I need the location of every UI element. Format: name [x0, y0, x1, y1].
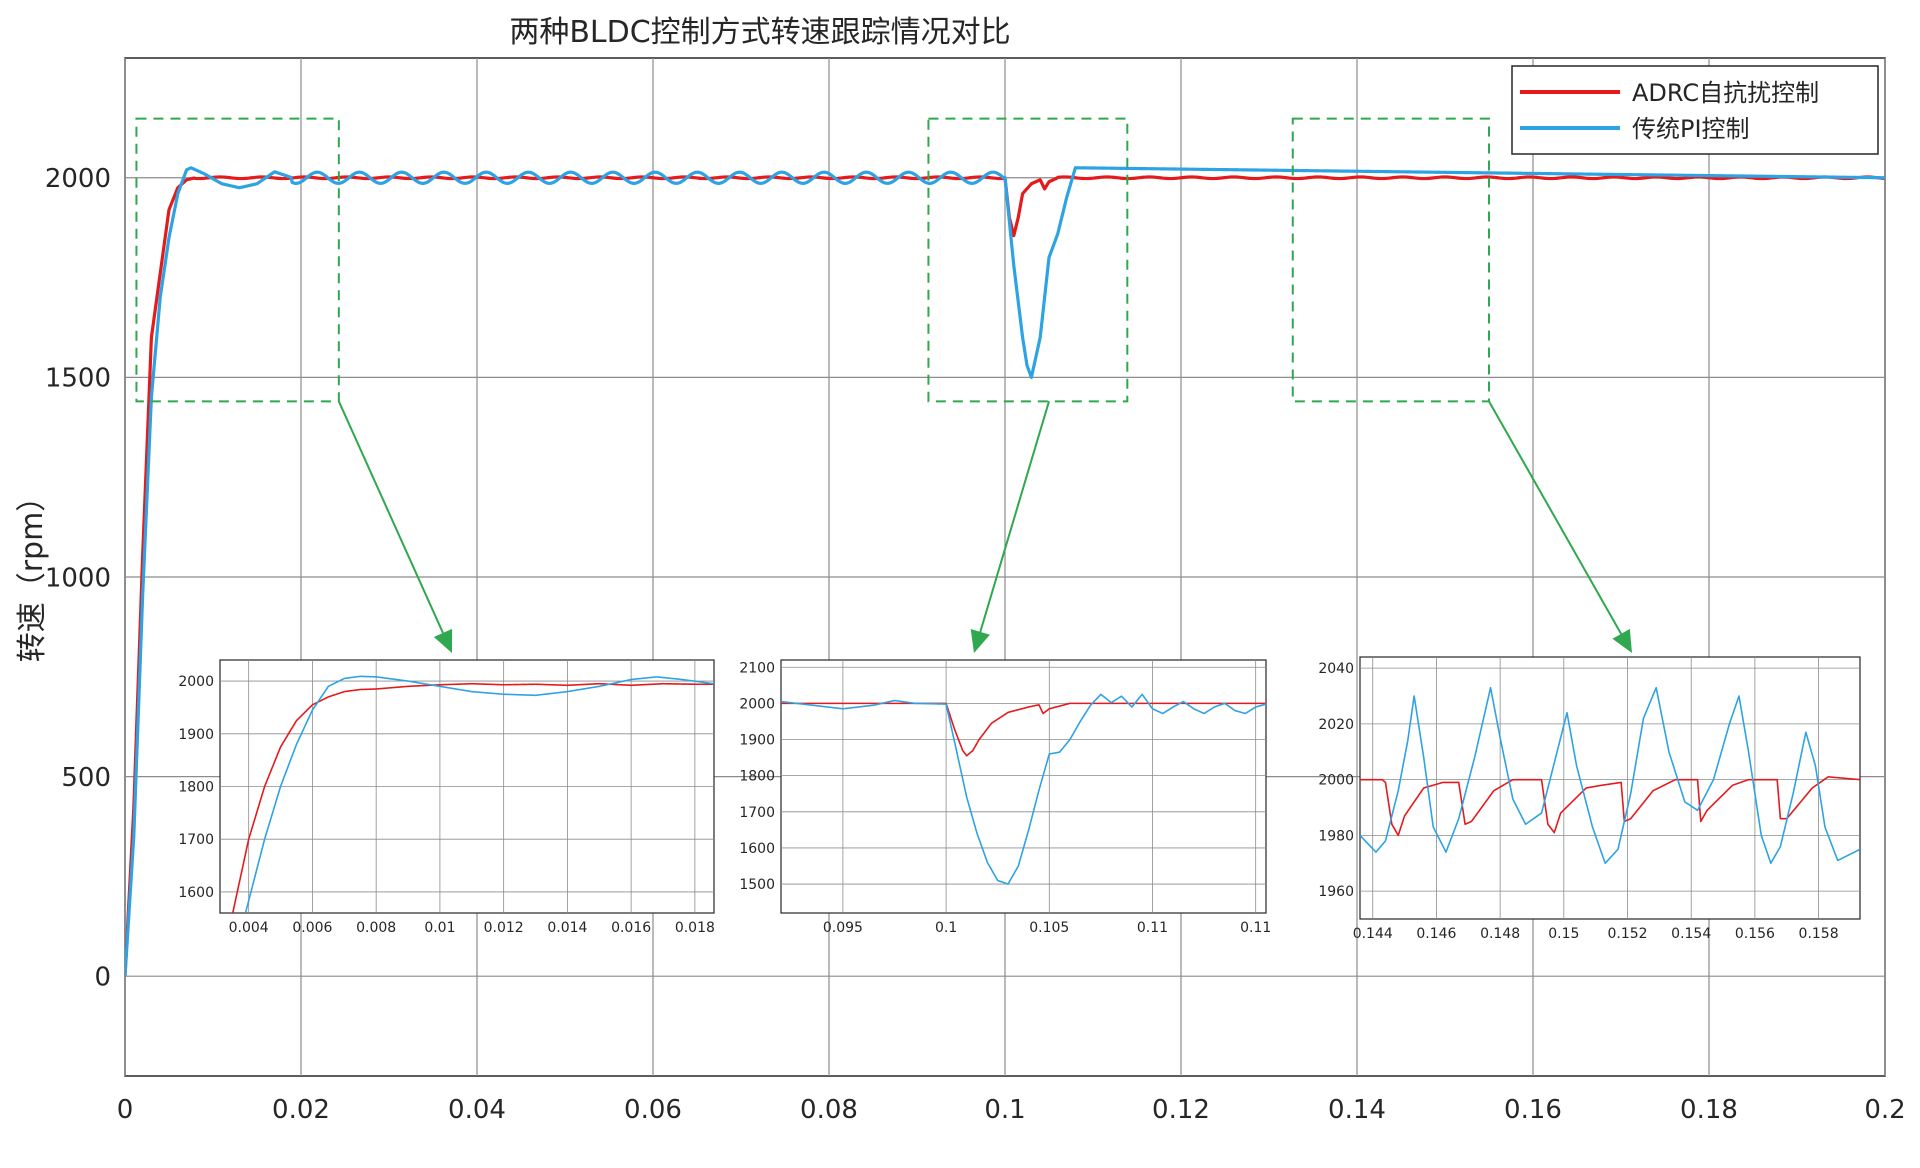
zoom-arrow-3: [1488, 400, 1623, 635]
zoom-3-series-line-adrc: [1360, 776, 1860, 837]
zoom-3-x-tick-label: 0.152: [1607, 926, 1647, 942]
main-x-tick-label: 0: [117, 1095, 134, 1125]
legend-label-pi: 传统PI控制: [1632, 115, 1750, 143]
zoom-1-x-tick-label: 0.006: [292, 920, 332, 936]
zoom-3-frame: [1359, 656, 1861, 920]
zoom-box-1: [135, 117, 340, 403]
zoom-2-x-tick-label: 0.095: [823, 920, 863, 936]
zoom-2-x-tick-label: 0.11: [1137, 920, 1168, 936]
zoom-1-x-tick-label: 0.008: [356, 920, 396, 936]
inset-zoom-disturbance: 0.095 0.1 0.105 0.11 0.11 1500 1600 1700 1800 190…: [739, 659, 1271, 936]
main-x-tick-label: 0.1: [984, 1095, 1025, 1125]
inset-zoom-startup: 0.004 0.006 0.008 0.01 0.012 0.014 0.016 0.018 1…: [178, 659, 715, 936]
zoom-1-x-tick-label: 0.016: [611, 920, 651, 936]
main-x-tick-label: 0.12: [1152, 1095, 1210, 1125]
legend-box: [1511, 65, 1879, 155]
zoom-box-2: [927, 117, 1129, 403]
zoom-3-y-tick-label: 1960: [1318, 884, 1354, 900]
zoom-3-series-line-pi: [1360, 686, 1860, 865]
main-y-tick-label: 1000: [45, 563, 111, 593]
zoom-3-x-tick-label: 0.154: [1671, 926, 1711, 942]
zoom-2-series: [781, 693, 1266, 885]
main-y-tick-label: 0: [94, 963, 111, 993]
zoom-3-y-tick-label: 1980: [1318, 828, 1354, 844]
zoom-1-y-tick-label: 1800: [178, 780, 214, 796]
zoom-2-x-tick-label: 0.11: [1240, 920, 1271, 936]
zoom-3-series: [1360, 686, 1860, 865]
main-x-tick-label: 0.06: [624, 1095, 682, 1125]
zoom-3-y-tick-label: 2040: [1318, 661, 1354, 677]
zoom-1-series-line-pi: [244, 675, 714, 913]
zoom-arrowhead-1: [433, 628, 453, 653]
zoom-3-x-tick-label: 0.144: [1353, 926, 1393, 942]
main-series: [125, 166, 1885, 977]
zoom-3-y-tick-label: 2000: [1318, 773, 1354, 789]
chart-title: 两种BLDC控制方式转速跟踪情况对比: [509, 15, 1010, 50]
zoom-1-x-tick-label: 0.018: [675, 920, 715, 936]
zoom-2-y-tick-label: 2100: [739, 660, 775, 676]
zoom-1-x-tick-label: 0.014: [547, 920, 587, 936]
main-x-tick-label: 0.14: [1328, 1095, 1386, 1125]
zoom-3-x-tick-label: 0.15: [1548, 926, 1579, 942]
main-y-tick-label: 500: [61, 763, 111, 793]
zoom-2-x-tick-label: 0.1: [935, 920, 957, 936]
zoom-2-series-line-pi: [781, 693, 1266, 885]
zoom-3-x-tick-label: 0.158: [1799, 926, 1839, 942]
zoom-1-y-tick-label: 1900: [178, 727, 214, 743]
main-x-tick-label: 0.2: [1864, 1095, 1905, 1125]
zoom-1-series: [231, 675, 714, 913]
main-x-tick-label: 0.04: [448, 1095, 506, 1125]
main-x-tick-label: 0.18: [1680, 1095, 1738, 1125]
zoom-3-y-tick-label: 2020: [1318, 717, 1354, 733]
y-axis-label: 转速（rpm）: [15, 482, 50, 663]
legend: ADRC自抗扰控制 传统PI控制: [1511, 65, 1879, 155]
zoom-1-y-tick-label: 1600: [178, 885, 214, 901]
main-plot-area: 0 0.02 0.04 0.06 0.08 0.1 0.12 0.14 0.16 0.18 0.2 0…: [45, 57, 1906, 1125]
zoom-1-series-line-adrc: [231, 682, 714, 913]
zoom-1-y-tick-label: 1700: [178, 832, 214, 848]
zoom-3-x-tick-label: 0.146: [1416, 926, 1456, 942]
main-x-tick-label: 0.08: [800, 1095, 858, 1125]
zoom-1-x-tick-label: 0.012: [484, 920, 524, 936]
zoom-arrow-2: [979, 401, 1050, 633]
zoom-arrowhead-3: [1612, 628, 1632, 653]
zoom-2-y-tick-label: 1700: [739, 805, 775, 821]
zoom-1-x-tick-label: 0.004: [229, 920, 269, 936]
zoom-3-x-tick-label: 0.148: [1480, 926, 1520, 942]
main-y-tick-label: 1500: [45, 364, 111, 394]
inset-zoom-steady-state: 0.144 0.146 0.148 0.15 0.152 0.154 0.156 0.158 1…: [1318, 656, 1861, 942]
zoom-2-y-tick-label: 1600: [739, 841, 775, 857]
zoom-arrowhead-2: [970, 629, 990, 653]
zoom-3-x-tick-label: 0.156: [1735, 926, 1775, 942]
legend-label-adrc: ADRC自抗扰控制: [1632, 79, 1819, 107]
main-series-line-pi: [125, 166, 1885, 977]
main-series-lines: [125, 166, 1885, 977]
zoom-2-x-tick-label: 0.105: [1029, 920, 1069, 936]
zoom-box-3: [1291, 117, 1491, 403]
zoom-1-y-tick-label: 2000: [178, 674, 214, 690]
zoom-arrow-1: [337, 400, 444, 634]
zoom-2-frame: [780, 659, 1267, 914]
main-x-tick-label: 0.16: [1504, 1095, 1562, 1125]
zoom-region-markers: [135, 117, 1491, 403]
zoom-2-y-tick-label: 1800: [739, 769, 775, 785]
zoom-2-y-tick-label: 2000: [739, 696, 775, 712]
zoom-2-y-tick-label: 1900: [739, 733, 775, 749]
main-y-tick-label: 2000: [45, 164, 111, 194]
zoom-1-x-tick-label: 0.01: [424, 920, 455, 936]
main-x-tick-label: 0.02: [272, 1095, 330, 1125]
zoom-2-y-tick-label: 1500: [739, 877, 775, 893]
zoom-1-gridlines: [220, 660, 714, 913]
zoom-arrows: [337, 400, 1632, 653]
